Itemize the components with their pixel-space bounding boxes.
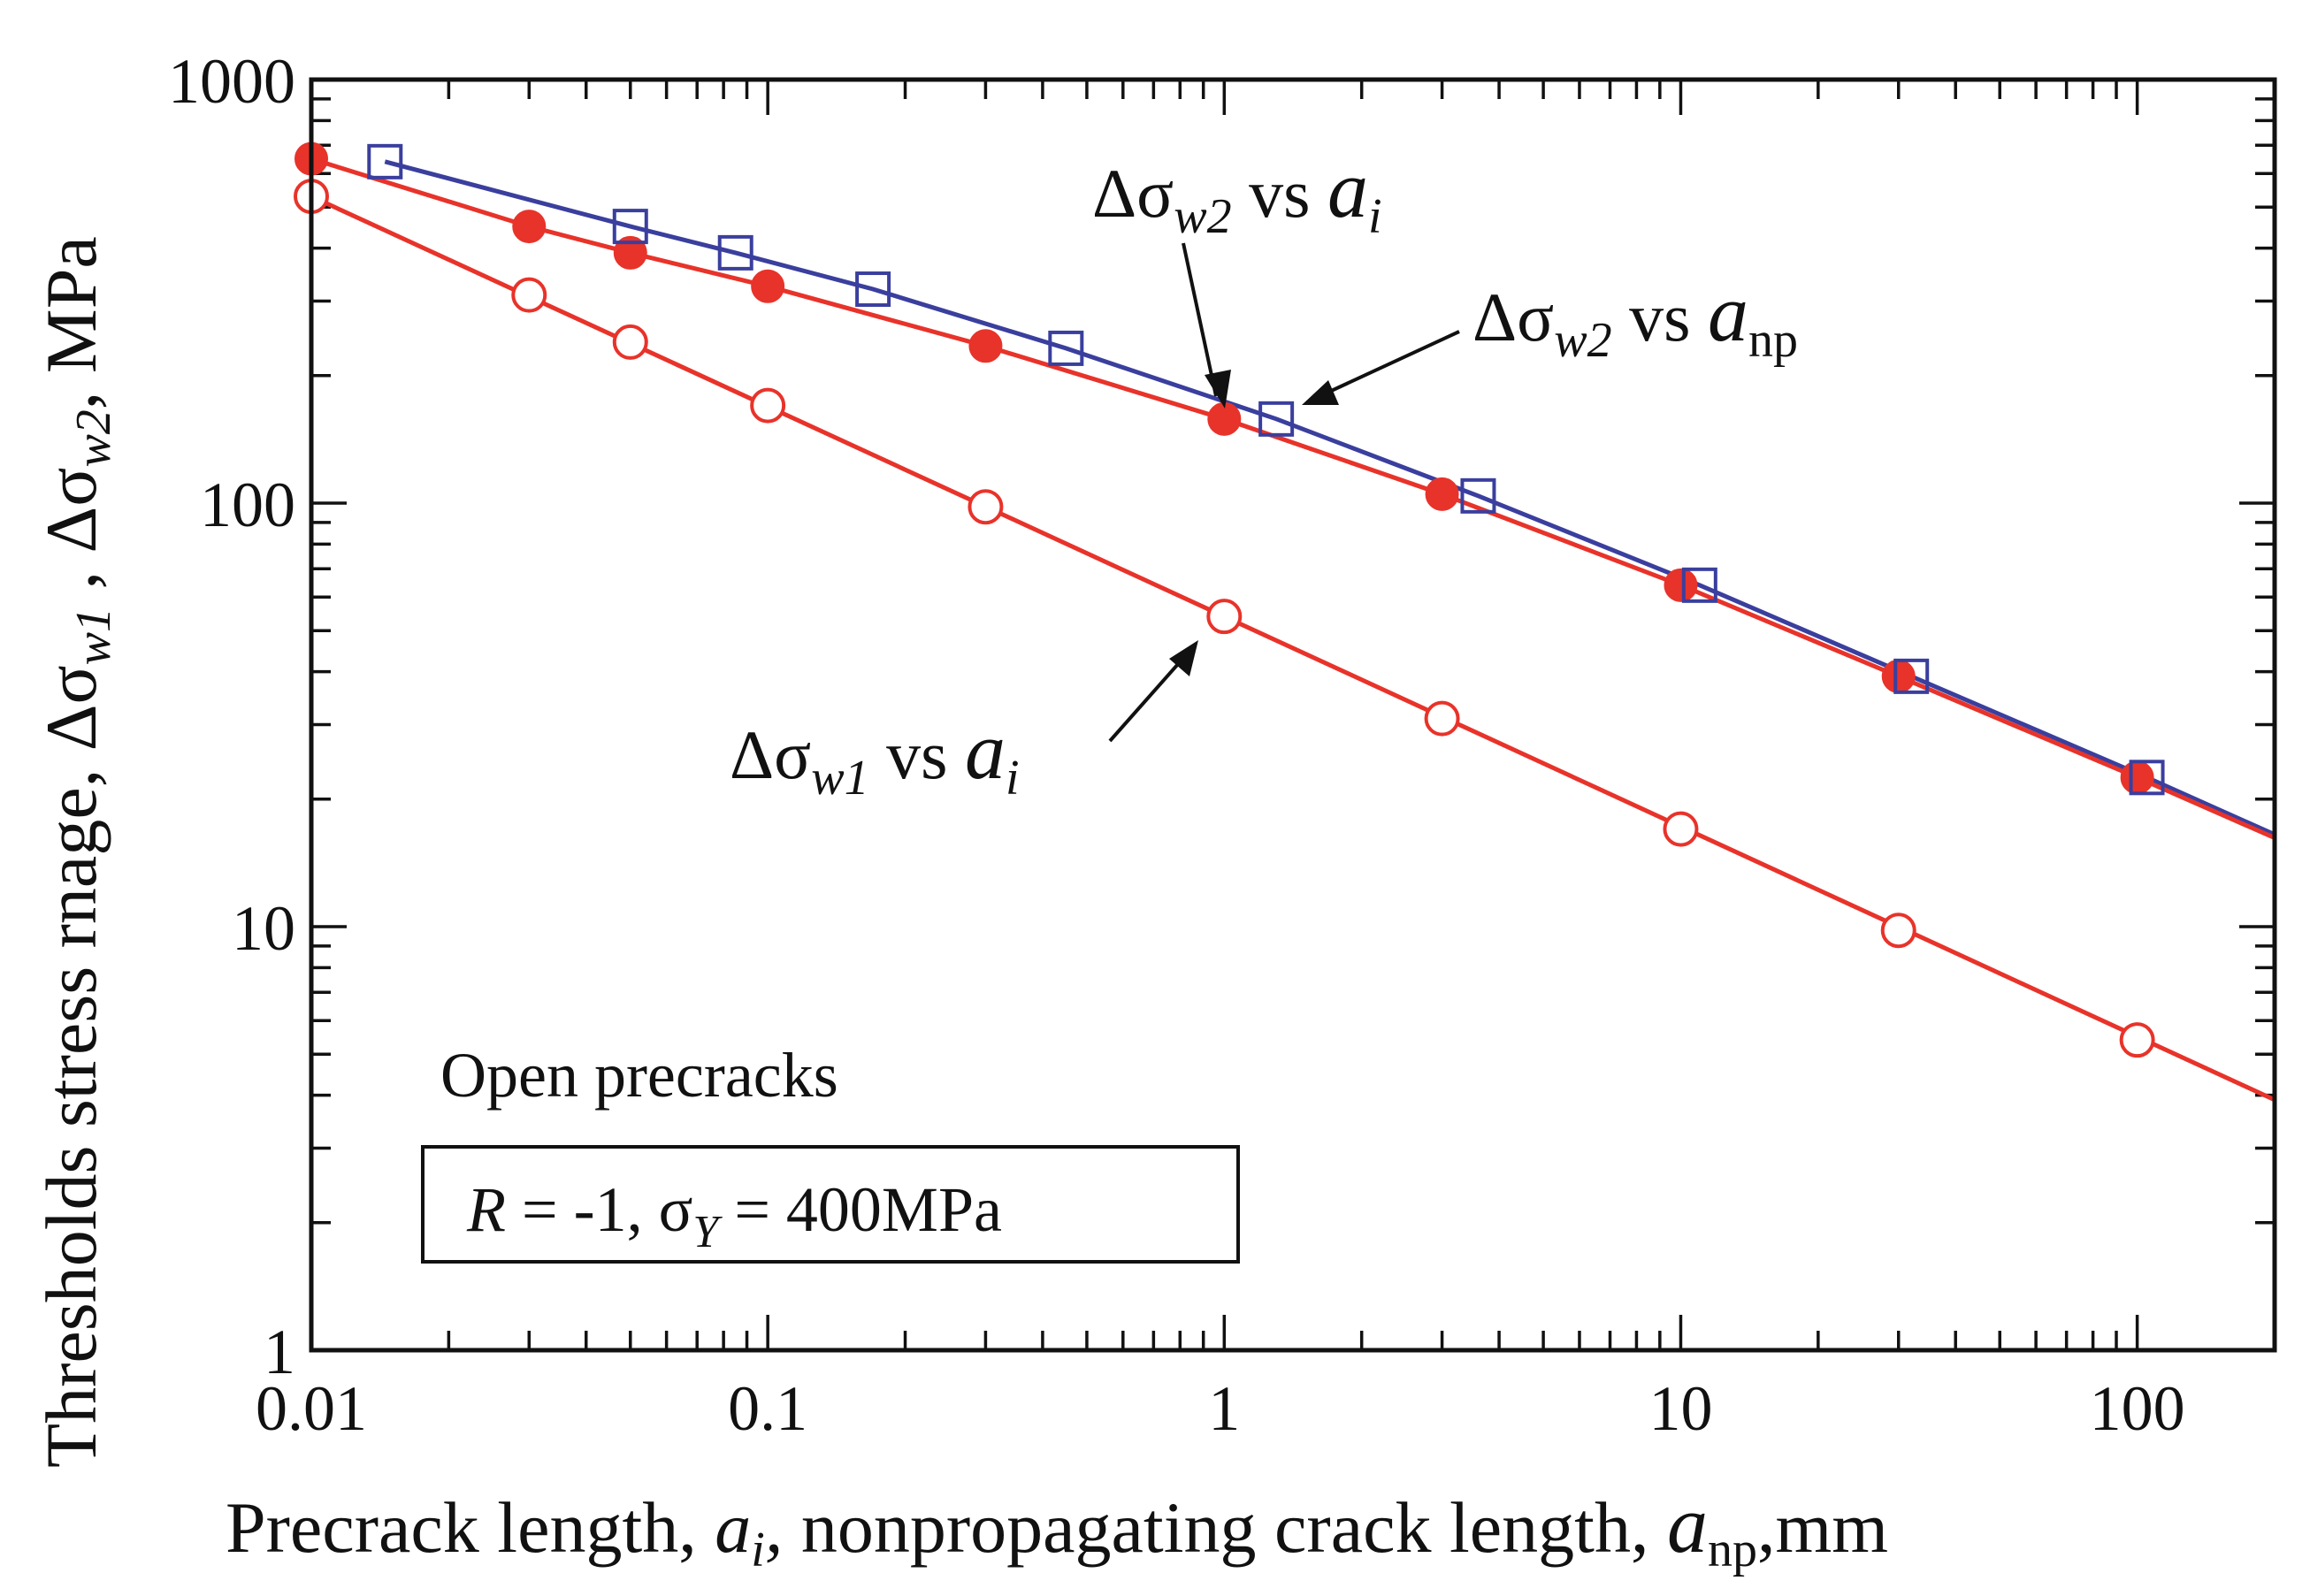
marker-filled-circle [1664,568,1698,602]
y-tick-label: 1 [264,1317,295,1387]
fit-line-series-2 [384,159,2276,837]
marker-square [1681,567,1717,603]
x-tick-label: 1 [1208,1373,1240,1444]
condition-box-text: R = -1, σY = 400MPa [466,1174,1002,1257]
marker-filled-circle [512,210,547,244]
marker-square [612,209,648,245]
marker-square [717,234,753,271]
arrowhead-w2-ai [1205,370,1231,409]
plot-frame [309,77,2277,1353]
marker-filled-circle [968,329,1003,363]
marker-open-circle [750,387,786,424]
marker-square [367,143,403,179]
marker-square [855,271,891,308]
y-tick-label: 1000 [168,46,295,117]
annotation-arrows [1108,242,1460,743]
marker-square [1048,330,1084,366]
marker-filled-circle [613,235,647,270]
marker-open-circle [612,324,648,360]
y-tick-label: 10 [232,893,295,964]
marker-open-circle [1424,700,1460,737]
marker-open-circle [1206,599,1243,635]
marker-square [1893,658,1930,694]
arrowhead-w1-ai [1169,640,1198,676]
annotation-w2-anp: Δσw2 vs anp [1472,268,1798,368]
marker-filled-circle [1425,477,1459,511]
annotation-w1-ai: Δσw1 vs ai [730,706,1020,806]
arrowhead-w2-anp [1302,380,1339,405]
marker-open-circle [511,277,547,313]
annotation-w2-ai: Δσw2 vs ai [1092,144,1382,244]
marker-open-circle [968,489,1004,525]
x-tick-label: 0.01 [256,1373,367,1444]
marker-square [2129,760,2165,796]
tick-labels: 0.01 0.1 1 10 100 1 10 100 1000 [168,46,2185,1444]
marker-square [1258,401,1295,437]
marker-open-circle [1880,913,1916,949]
arrow-w2-ai [1182,242,1218,397]
x-tick-label: 0.1 [728,1373,807,1444]
x-tick-label: 10 [1648,1373,1712,1444]
marker-filled-circle [751,269,785,303]
x-axis-label: Precrack length, ai, nonpropagating crac… [226,1479,1888,1577]
marker-open-circle [1663,811,1699,847]
data-markers [294,141,2165,1058]
arrow-w2-anp [1315,330,1460,400]
x-tick-label: 100 [2090,1373,2185,1444]
marker-square [1460,477,1496,514]
marker-filled-circle [1207,401,1242,436]
arrow-w1-ai [1108,654,1187,743]
condition-note: Open precracks [440,1040,838,1111]
y-axis-label: Thresholds stress rnage, Δσw1 , Δσw2, MP… [31,236,121,1468]
marker-open-circle [2119,1022,2155,1058]
y-tick-label: 100 [200,470,295,540]
condition-box [421,1145,1240,1264]
